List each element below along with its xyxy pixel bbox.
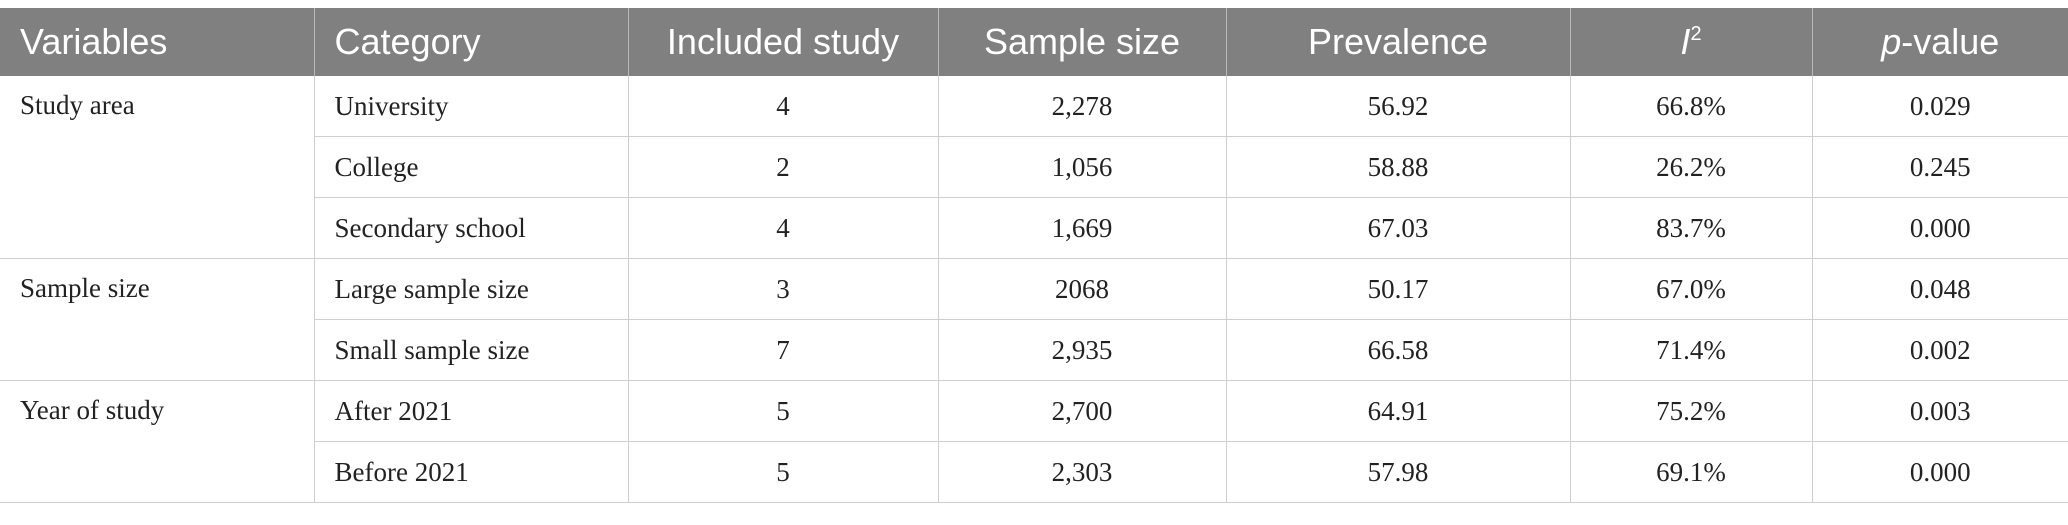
prevalence-cell: 50.17 [1226,258,1571,320]
header-variables: Variables [0,8,315,76]
i2-cell: 71.4% [1570,319,1813,381]
table-row: Year of study After 2021 5 2,700 64.91 7… [0,380,2068,503]
i-squared-letter: I [1680,21,1691,62]
table-row: Sample size Large sample size 3 2068 50.… [0,258,2068,381]
i-squared-superscript: 2 [1690,23,1702,45]
variable-cell: Study area [0,76,315,259]
table-row: Before 2021 5 2,303 57.98 69.1% 0.000 [0,441,2068,503]
p-value-cell: 0.029 [1812,76,2068,137]
category-cell: Large sample size [314,258,629,320]
included-cell: 2 [628,136,939,198]
table-body: Study area University 4 2,278 56.92 66.8… [0,76,2068,503]
header-p-value: p-value [1812,8,2068,76]
sample-cell: 1,669 [938,197,1227,259]
sample-cell: 2,935 [938,319,1227,381]
sample-cell: 1,056 [938,136,1227,198]
i2-cell: 67.0% [1570,258,1813,320]
i2-cell: 69.1% [1570,441,1813,503]
p-value-cell: 0.048 [1812,258,2068,320]
table-header: Variables Category Included study Sample… [0,8,2068,76]
category-cell: Secondary school [314,197,629,259]
subgroup-table: Variables Category Included study Sample… [0,8,2068,503]
p-value-cell: 0.245 [1812,136,2068,198]
included-cell: 5 [628,441,939,503]
header-sample-size: Sample size [938,8,1227,76]
variable-cell: Sample size [0,258,315,381]
category-cell: After 2021 [314,380,629,442]
i2-cell: 75.2% [1570,380,1813,442]
sample-cell: 2,278 [938,76,1227,137]
prevalence-cell: 64.91 [1226,380,1571,442]
prevalence-cell: 66.58 [1226,319,1571,381]
i2-cell: 26.2% [1570,136,1813,198]
prevalence-cell: 67.03 [1226,197,1571,259]
p-letter: p [1881,21,1902,62]
table-row: Secondary school 4 1,669 67.03 83.7% 0.0… [0,197,2068,259]
prevalence-cell: 57.98 [1226,441,1571,503]
prevalence-cell: 56.92 [1226,76,1571,137]
included-cell: 5 [628,380,939,442]
p-value-cell: 0.000 [1812,197,2068,259]
p-value-cell: 0.002 [1812,319,2068,381]
i2-cell: 83.7% [1570,197,1813,259]
header-included-study: Included study [628,8,939,76]
sample-cell: 2068 [938,258,1227,320]
prevalence-cell: 58.88 [1226,136,1571,198]
category-cell: Before 2021 [314,441,629,503]
header-row: Variables Category Included study Sample… [0,8,2068,76]
p-value-suffix: -value [1901,21,2000,62]
header-i-squared: I2 [1570,8,1813,76]
table-row: Study area University 4 2,278 56.92 66.8… [0,76,2068,259]
header-category: Category [314,8,629,76]
variable-cell: Year of study [0,380,315,503]
sample-cell: 2,303 [938,441,1227,503]
table-row: College 2 1,056 58.88 26.2% 0.245 [0,136,2068,198]
header-prevalence: Prevalence [1226,8,1571,76]
category-cell: Small sample size [314,319,629,381]
included-cell: 7 [628,319,939,381]
included-cell: 3 [628,258,939,320]
category-cell: University [314,76,629,137]
sample-cell: 2,700 [938,380,1227,442]
included-cell: 4 [628,76,939,137]
p-value-cell: 0.000 [1812,441,2068,503]
included-cell: 4 [628,197,939,259]
category-cell: College [314,136,629,198]
i2-cell: 66.8% [1570,76,1813,137]
table-row: Small sample size 7 2,935 66.58 71.4% 0.… [0,319,2068,381]
p-value-cell: 0.003 [1812,380,2068,442]
